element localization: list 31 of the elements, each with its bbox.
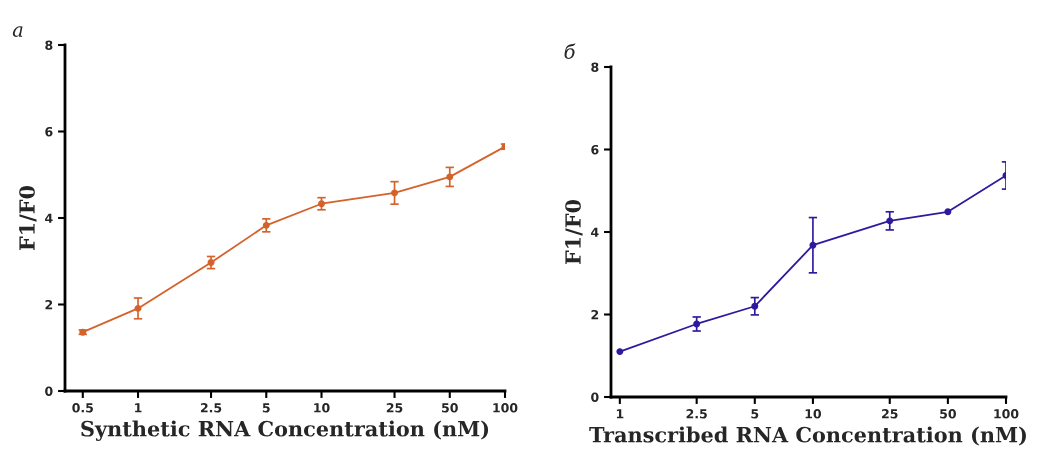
x-axis-title: Synthetic RNA Concentration (nM) (81, 420, 489, 441)
y-tick-label: 2 (591, 309, 599, 320)
x-tick-label: 25 (386, 403, 403, 413)
x-tick-label: 10 (805, 409, 822, 419)
x-tick-label: 1 (135, 403, 142, 413)
y-tick-label: 8 (591, 62, 599, 72)
y-tick-label: 0 (45, 386, 53, 396)
y-axis-title: F1/F0 (565, 199, 583, 265)
x-tick-label: 0.5 (72, 403, 93, 413)
y-tick-label: 4 (45, 213, 53, 223)
x-axis-title: Transcribed RNA Concentration (nM) (589, 426, 1026, 446)
x-tick-label: 2.5 (686, 409, 707, 419)
x-tick-label: 100 (994, 409, 1019, 419)
x-tick-label: 10 (314, 403, 330, 413)
y-tick-label: 0 (591, 392, 599, 402)
y-axis-title: F1/F0 (19, 185, 37, 251)
x-tick-label: 50 (940, 409, 956, 419)
y-tick-label: 2 (45, 299, 53, 310)
x-tick-label: 1 (616, 409, 624, 419)
x-tick-label: 5 (262, 403, 270, 413)
x-tick-label: 5 (751, 409, 759, 419)
chart-title: б (564, 43, 576, 59)
chart-title: а (12, 26, 23, 37)
y-tick-label: 8 (45, 40, 53, 50)
x-tick-label: 50 (442, 403, 458, 413)
y-tick-label: 4 (591, 227, 599, 237)
x-tick-label: 25 (882, 409, 898, 419)
x-tick-label: 2.5 (200, 403, 222, 413)
y-tick-label: 6 (45, 126, 53, 137)
y-tick-label: 6 (591, 144, 599, 155)
x-tick-label: 100 (493, 403, 518, 413)
